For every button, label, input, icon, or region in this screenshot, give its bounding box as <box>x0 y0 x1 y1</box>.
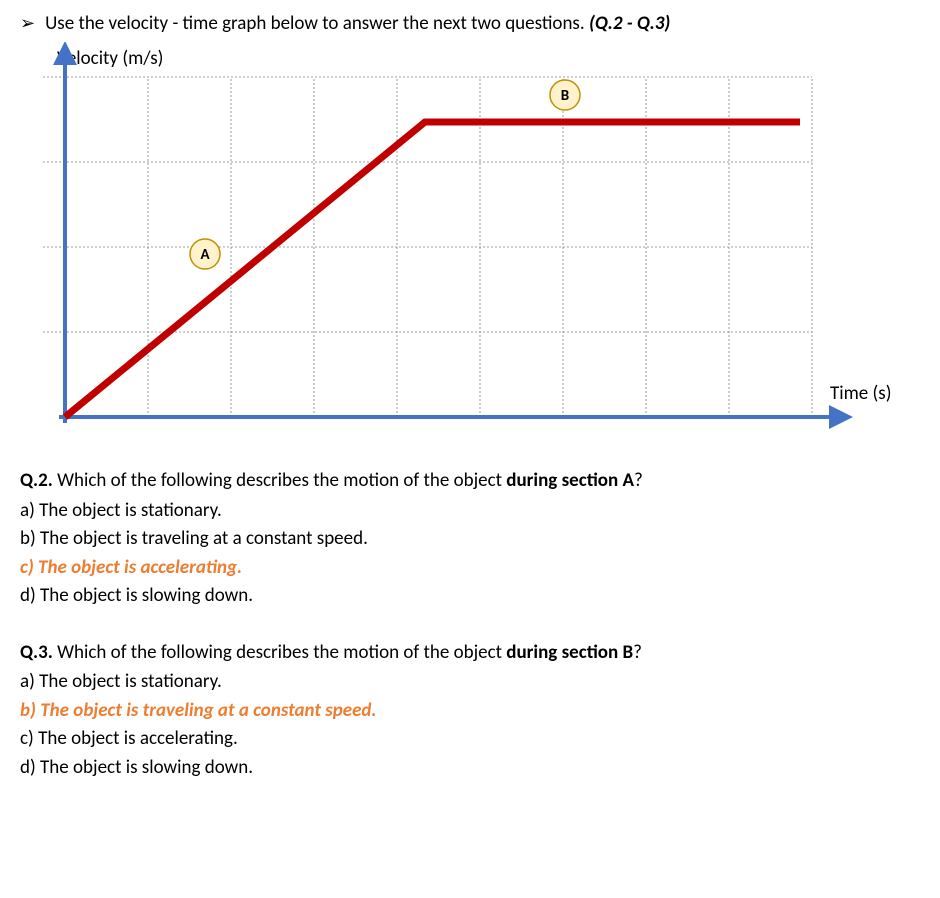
answer-option: a) The object is stationary. <box>20 497 920 525</box>
question-tail: ? <box>634 469 643 492</box>
answer-option: a) The object is stationary. <box>20 668 920 696</box>
answer-option: d) The object is slowing down. <box>20 754 920 782</box>
question-id: Q.2. <box>20 469 53 492</box>
answer-option-correct: c) The object is accelerating. <box>20 554 920 582</box>
question-text: Which of the following describes the mot… <box>57 641 502 664</box>
instruction-line: ➢ Use the velocity - time graph below to… <box>20 10 920 38</box>
question-id: Q.3. <box>20 641 53 664</box>
question-block: Q.2. Which of the following describes th… <box>20 467 920 610</box>
question-tail: ? <box>633 641 642 664</box>
question-prompt: Q.3. Which of the following describes th… <box>20 639 920 667</box>
svg-text:Velocity (m/s): Velocity (m/s) <box>57 47 163 70</box>
question-text: Which of the following describes the mot… <box>57 469 502 492</box>
answer-option: c) The object is accelerating. <box>20 725 920 753</box>
question-emphasis: during section B <box>506 641 633 664</box>
answer-option: b) The object is traveling at a constant… <box>20 525 920 553</box>
question-range: (Q.2 - Q.3) <box>589 12 670 35</box>
chart-svg: Velocity (m/s) Time (s) A B <box>20 42 920 447</box>
answer-option-correct: b) The object is traveling at a constant… <box>20 697 920 725</box>
question-emphasis: during section A <box>506 469 634 492</box>
question-block: Q.3. Which of the following describes th… <box>20 639 920 782</box>
svg-text:A: A <box>200 246 210 264</box>
velocity-time-chart: Velocity (m/s) Time (s) A B <box>20 42 920 456</box>
bullet-arrow: ➢ <box>20 10 35 36</box>
svg-text:B: B <box>561 87 569 105</box>
svg-text:Time (s): Time (s) <box>830 382 892 405</box>
question-prompt: Q.2. Which of the following describes th… <box>20 467 920 495</box>
answer-option: d) The object is slowing down. <box>20 582 920 610</box>
instruction-text: Use the velocity - time graph below to a… <box>45 10 670 38</box>
